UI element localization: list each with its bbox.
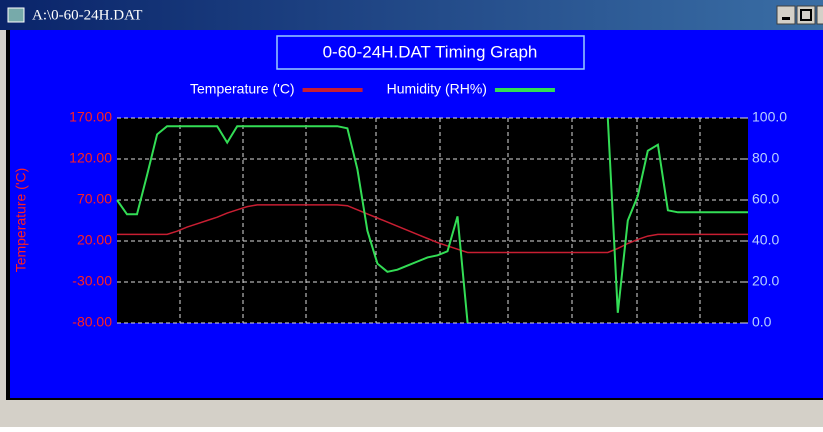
y-axis-label: Temperature ('C) <box>13 168 29 273</box>
y2-tick-label: 80.0 <box>752 150 779 166</box>
y-tick-label: 120.00 <box>69 150 112 166</box>
y2-tick-label: 0.0 <box>752 314 772 330</box>
status-bar <box>10 400 823 427</box>
title-box <box>276 35 585 70</box>
legend-label: Humidity (RH%) <box>387 81 487 97</box>
y2-tick-label: 20.0 <box>752 273 779 289</box>
maximize-glyph <box>800 9 812 21</box>
minimize-button[interactable] <box>776 5 796 25</box>
close-button[interactable] <box>816 5 823 25</box>
maximize-button[interactable] <box>796 5 816 25</box>
series-line <box>116 117 748 324</box>
window-title: A:\0-60-24H.DAT <box>32 7 142 23</box>
chart-title: 0-60-24H.DAT Timing Graph <box>323 42 538 61</box>
plot-area <box>117 118 748 323</box>
y-tick-label: 170.00 <box>69 109 112 125</box>
y-tick-label: -80.00 <box>72 314 112 330</box>
y2-tick-label: 40.0 <box>752 232 779 248</box>
y-tick-label: -30.00 <box>72 273 112 289</box>
vertical-grid <box>179 118 701 323</box>
title-bar <box>0 0 823 30</box>
y-tick-label: 20.00 <box>77 232 112 248</box>
y2-tick-label: 100.0 <box>752 109 787 125</box>
minimize-glyph <box>782 17 790 20</box>
app-icon <box>7 7 25 23</box>
y-tick-label: 70.00 <box>77 191 112 207</box>
legend-label: Temperature ('C) <box>190 81 295 97</box>
y2-tick-label: 60.0 <box>752 191 779 207</box>
series-line <box>117 204 748 254</box>
